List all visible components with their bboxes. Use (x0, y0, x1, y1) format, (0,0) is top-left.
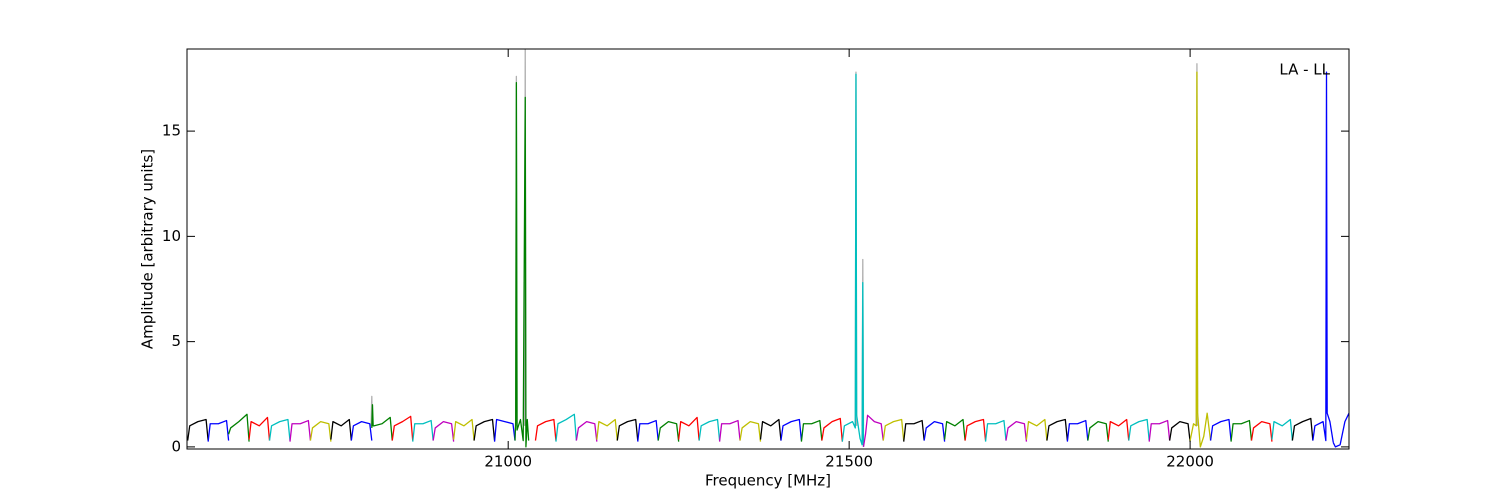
series-line (1250, 420, 1273, 442)
series-line (637, 419, 659, 442)
series-line (187, 418, 209, 441)
series-line (555, 413, 578, 442)
series-line (1128, 418, 1150, 441)
series-line (903, 419, 925, 442)
series-line (330, 418, 352, 441)
series-line (1148, 419, 1171, 442)
series-line (1332, 412, 1349, 448)
series-line (1271, 418, 1294, 441)
annotation: LA - LL (1279, 61, 1330, 79)
series-line (1046, 418, 1069, 441)
plot-area (187, 49, 1349, 448)
series-line (268, 418, 291, 441)
y-tick-label: 0 (171, 437, 181, 455)
series-line (1066, 419, 1089, 442)
series-line (514, 82, 530, 448)
series-line (309, 420, 332, 442)
series-line (718, 419, 741, 442)
series-line (1189, 71, 1212, 448)
series-line (227, 413, 250, 442)
series-line (412, 419, 434, 442)
series-line (1312, 71, 1334, 443)
axes-frame (186, 48, 1350, 450)
x-tick-label: 21000 (484, 453, 532, 471)
series-line (862, 414, 884, 447)
series-line (943, 418, 966, 441)
series-line (1025, 418, 1048, 441)
series-line (923, 420, 946, 442)
series-line (534, 418, 557, 441)
series-line (248, 416, 271, 441)
y-tick-label: 15 (162, 122, 181, 140)
series-line (1087, 420, 1109, 442)
y-tick-label: 5 (171, 332, 181, 350)
series-line (678, 416, 700, 441)
series-line (391, 415, 414, 441)
series-line (1005, 420, 1028, 442)
series-line (800, 419, 823, 442)
series-line (964, 418, 987, 441)
series-line (780, 418, 803, 441)
series-line (739, 420, 762, 442)
y-axis-label: Amplitude [arbitrary units] (139, 149, 157, 349)
series-line (1291, 417, 1314, 441)
series-line (698, 418, 721, 441)
series-line (289, 419, 312, 442)
series-line (452, 418, 475, 441)
series-line (432, 420, 455, 442)
series-line (759, 418, 782, 441)
x-tick-label: 22000 (1166, 453, 1214, 471)
series-line (493, 418, 516, 442)
series-line (370, 49, 1199, 426)
series-line (473, 418, 496, 441)
series-line (984, 419, 1007, 442)
series-line (1169, 420, 1191, 442)
series-line (657, 420, 680, 442)
series-line (207, 419, 230, 442)
series-line (1209, 418, 1232, 441)
series-line (616, 418, 639, 441)
series-line (575, 420, 598, 442)
series-line (1107, 418, 1130, 441)
series-line (841, 73, 865, 447)
series-line (882, 418, 905, 441)
y-tick-label: 10 (162, 227, 181, 245)
series-line (596, 418, 618, 441)
x-axis-label: Frequency [MHz] (705, 472, 831, 490)
series-line (350, 420, 373, 441)
x-tick-label: 21500 (825, 453, 873, 471)
series-line (821, 417, 843, 442)
series-line (1230, 419, 1253, 442)
series-line (371, 404, 393, 441)
